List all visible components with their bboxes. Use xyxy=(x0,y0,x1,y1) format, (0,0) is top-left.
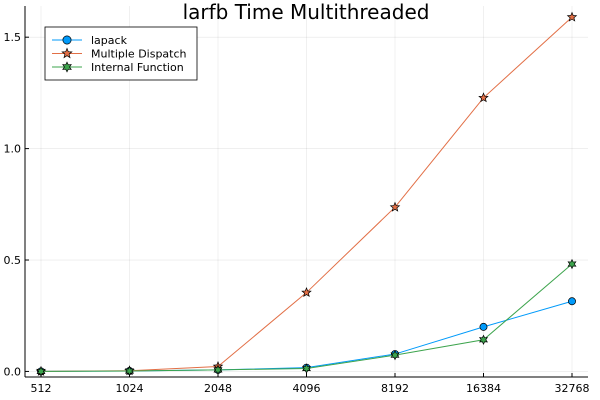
data-point xyxy=(479,322,488,331)
y-tick-label: 0.0 xyxy=(4,365,22,378)
x-tick-label: 512 xyxy=(31,382,52,395)
x-tick-label: 4096 xyxy=(293,382,321,395)
x-tick-label: 1024 xyxy=(116,382,144,395)
legend-label: Internal Function xyxy=(91,61,184,74)
data-point xyxy=(478,92,489,103)
y-tick-label: 1.0 xyxy=(4,143,22,156)
tick-labels: 512 1024 2048 4096 8192 16384 32768 0.0 0.5 1.0 1.… xyxy=(4,31,590,395)
x-tick-label: 8192 xyxy=(381,382,409,395)
legend-item: Internal Function xyxy=(52,61,184,74)
legend-label: lapack xyxy=(91,34,128,47)
data-point xyxy=(213,364,223,376)
legend-item: lapack xyxy=(52,34,128,47)
series-internal-function xyxy=(36,258,577,377)
x-tick-label: 2048 xyxy=(204,382,232,395)
y-tick-label: 1.5 xyxy=(4,31,22,44)
data-point xyxy=(567,258,577,270)
legend-marker xyxy=(62,61,72,73)
legend-item: Multiple Dispatch xyxy=(52,47,187,61)
data-point xyxy=(301,363,312,374)
data-point xyxy=(389,201,401,212)
data-point xyxy=(36,366,46,377)
data-point xyxy=(566,11,578,22)
series xyxy=(35,11,578,377)
data-point xyxy=(568,297,576,306)
x-tick-label: 32768 xyxy=(555,382,590,395)
data-point xyxy=(124,365,135,377)
y-tick-label: 0.5 xyxy=(4,254,22,267)
chart-title: larfb Time Multithreaded xyxy=(183,0,430,24)
legend-label: Multiple Dispatch xyxy=(91,48,187,61)
data-point xyxy=(390,349,400,361)
legend-marker xyxy=(61,47,73,59)
data-point xyxy=(478,334,489,346)
data-point xyxy=(301,286,312,298)
legend-marker xyxy=(62,35,72,45)
x-tick-label: 16384 xyxy=(466,382,501,395)
